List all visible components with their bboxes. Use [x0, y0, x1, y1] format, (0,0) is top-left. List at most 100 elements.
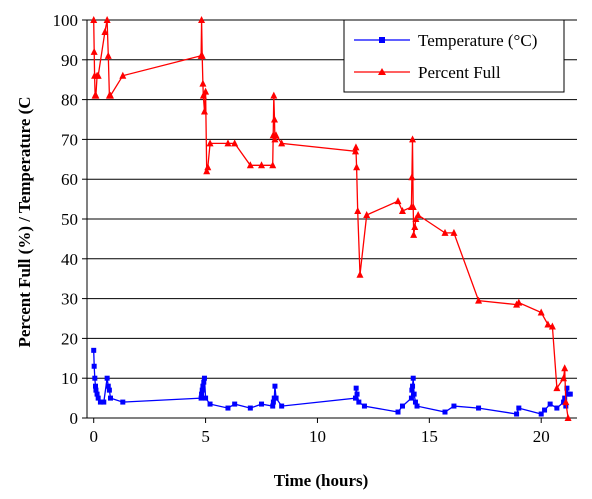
percent-full-point: [564, 414, 572, 421]
temperature-point: [516, 405, 522, 411]
y-tick-label: 90: [61, 51, 78, 70]
temperature-point: [279, 403, 285, 409]
legend-box: [343, 19, 565, 93]
temperature-point: [273, 395, 279, 401]
percent-full-point: [544, 320, 552, 328]
temperature-point: [476, 405, 482, 411]
temperature-point: [354, 391, 360, 397]
percent-full-point: [414, 211, 422, 219]
y-tick-label: 30: [61, 290, 78, 309]
percent-full-point: [90, 47, 98, 55]
percent-full-point: [198, 51, 206, 59]
temperature-point: [259, 401, 265, 407]
temperature-point: [203, 395, 209, 401]
percent-full-point: [515, 298, 523, 306]
temperature-point: [352, 395, 358, 401]
temperature-point: [198, 395, 204, 401]
percent-full-point: [203, 167, 211, 175]
temperature-point: [451, 403, 457, 409]
temperature-point: [95, 395, 101, 401]
legend-percent-full-marker: [378, 68, 386, 75]
temperature-point: [225, 405, 231, 411]
temperature-point: [408, 395, 414, 401]
temperature-point: [92, 375, 98, 381]
percent-full-point: [394, 197, 402, 205]
percent-full-point: [450, 228, 458, 236]
temperature-point: [272, 383, 278, 389]
percent-full-point: [410, 230, 418, 238]
percent-full-point: [560, 374, 568, 382]
temperature-point: [561, 399, 567, 405]
percent-full-series: [90, 16, 572, 421]
x-tick-label: 0: [89, 427, 98, 446]
percent-full-point: [272, 131, 280, 139]
y-axis-title: Percent Full (%) / Temperature (C: [15, 96, 34, 347]
percent-full-point: [412, 215, 420, 222]
percent-full-point: [106, 91, 114, 99]
x-axis-title: Time (hours): [274, 471, 369, 490]
temperature-point: [410, 383, 416, 389]
percent-full-point: [537, 308, 545, 316]
temperature-point: [411, 391, 417, 397]
x-tick-label: 10: [309, 427, 326, 446]
y-tick-label: 50: [61, 210, 78, 229]
percent-full-point: [278, 139, 286, 147]
percent-full-point: [411, 222, 419, 230]
y-tick-label: 40: [61, 250, 78, 269]
temperature-point: [414, 403, 420, 409]
y-tick-label: 20: [61, 329, 78, 348]
percent-full-point: [441, 228, 449, 236]
percent-full-point: [409, 135, 417, 143]
axes: 0 10 20 30 40 50 60 70 80 90 100 0 5 10 15 20: [53, 11, 577, 446]
temperature-point: [200, 383, 206, 389]
percent-full-point: [363, 211, 371, 219]
percent-full-point: [269, 161, 277, 169]
percent-full-point: [475, 296, 483, 304]
y-tick-label: 100: [53, 11, 79, 30]
temperature-point: [247, 405, 253, 411]
legend: Temperature (°C) Percent Full: [343, 19, 565, 93]
temperature-point: [232, 401, 238, 407]
series-group: [90, 16, 573, 421]
percent-full-point: [103, 16, 111, 23]
percent-full-point: [352, 143, 360, 151]
temperature-point: [199, 387, 205, 393]
percent-full-point: [224, 139, 232, 147]
temperature-point: [356, 399, 362, 405]
temperature-point: [562, 395, 568, 401]
temperature-point: [554, 405, 560, 411]
temperature-point: [353, 385, 359, 391]
temperature-series: [91, 347, 573, 417]
percent-full-point: [206, 139, 214, 147]
percent-full-point: [231, 139, 239, 147]
temperature-point: [395, 409, 401, 415]
y-tick-label: 10: [61, 369, 78, 388]
temperature-point: [399, 403, 405, 409]
percent-full-point: [199, 79, 207, 87]
percent-full-point: [90, 16, 98, 23]
percent-full-point: [351, 147, 359, 155]
temperature-point: [105, 383, 111, 389]
temperature-point: [107, 395, 113, 401]
x-tick-label: 20: [533, 427, 550, 446]
legend-temperature-marker: [379, 37, 385, 43]
percent-full-point: [92, 91, 100, 99]
temperature-point: [412, 399, 418, 405]
temperature-point: [93, 387, 99, 393]
percent-full-point: [409, 203, 417, 211]
legend-percent-full-label: Percent Full: [418, 63, 501, 82]
temperature-point: [201, 375, 207, 381]
temperature-point: [547, 401, 553, 407]
percent-full-point: [101, 27, 109, 35]
temperature-point: [199, 391, 205, 397]
legend-temperature-label: Temperature (°C): [418, 31, 537, 50]
temperature-point: [94, 391, 100, 397]
y-tick-label: 60: [61, 170, 78, 189]
temperature-point: [442, 409, 448, 415]
percent-full-point: [204, 163, 212, 171]
percent-full-point: [200, 107, 208, 115]
percent-full-point: [119, 71, 127, 79]
temperature-line: [93, 350, 571, 415]
